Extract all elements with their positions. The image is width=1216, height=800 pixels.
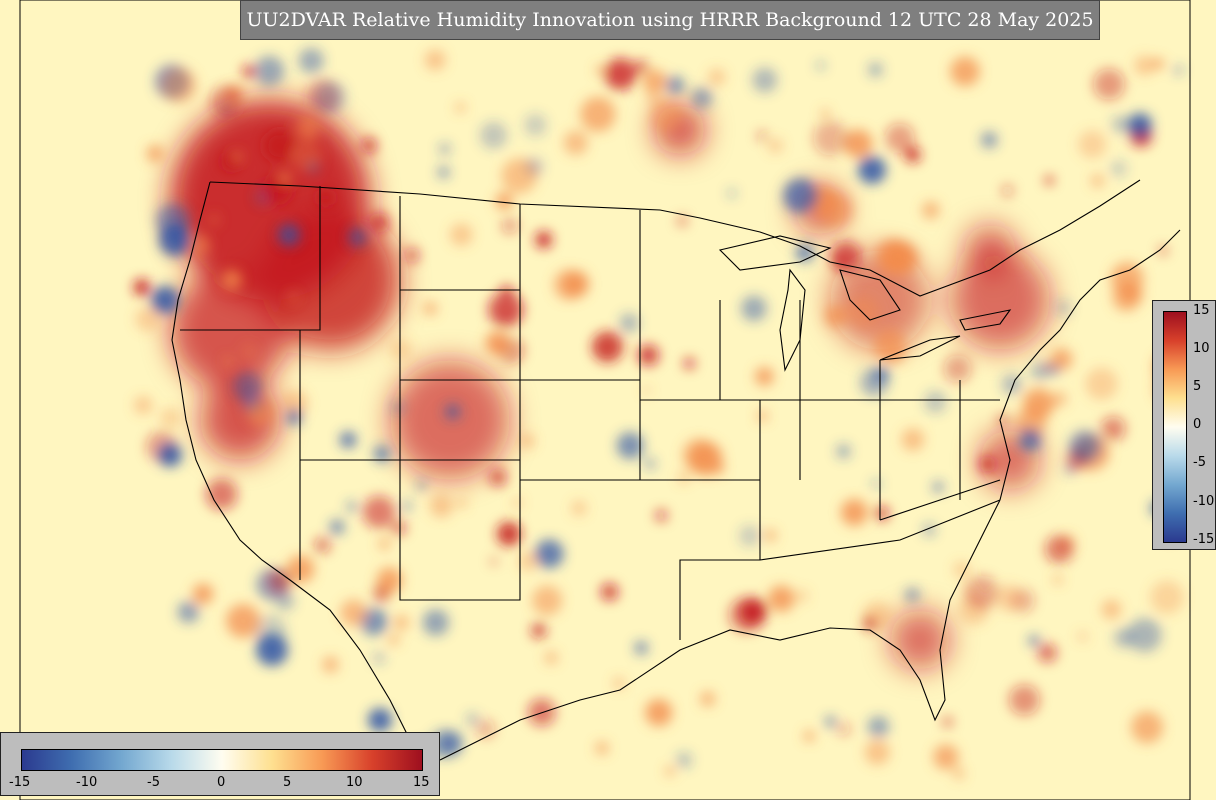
colorbar-tick: -10 <box>1193 494 1215 509</box>
colorbar-tick: -5 <box>147 775 160 790</box>
colorbar-vertical: 15 10 5 0 -5 -10 -15 <box>1152 300 1216 550</box>
colorbar-tick: -5 <box>1193 455 1206 470</box>
coastline-and-borders <box>171 179 1181 761</box>
map-title-text: UU2DVAR Relative Humidity Innovation usi… <box>246 9 1094 31</box>
lake-erie <box>879 335 961 361</box>
lake-ontario <box>959 309 1012 331</box>
colorbar-tick: 10 <box>346 775 363 790</box>
map-title: UU2DVAR Relative Humidity Innovation usi… <box>240 0 1100 40</box>
colorbar-tick: 0 <box>1193 417 1202 432</box>
lake-huron <box>839 269 901 321</box>
colorbar-vertical-strip <box>1163 311 1187 543</box>
colorbar-horizontal-strip <box>21 749 423 771</box>
us-canada-border <box>209 179 1141 297</box>
colorbar-tick: -10 <box>76 775 98 790</box>
colorbar-tick: -15 <box>9 775 31 790</box>
colorbar-tick: 0 <box>217 775 226 790</box>
state-lines <box>180 186 1001 640</box>
colorbar-tick: 5 <box>283 775 292 790</box>
colorbar-tick: -15 <box>1193 532 1215 547</box>
colorbar-tick: 5 <box>1193 379 1202 394</box>
colorbar-tick: 15 <box>1193 303 1210 318</box>
lake-superior <box>718 235 832 271</box>
west-coast <box>171 181 421 761</box>
colorbar-tick: 15 <box>413 775 430 790</box>
gulf-coast <box>439 499 1001 761</box>
colorbar-horizontal: -15 -10 -5 0 5 10 15 <box>0 732 440 796</box>
colorbar-tick: 10 <box>1193 341 1210 356</box>
east-coast <box>999 229 1181 501</box>
lake-michigan <box>779 268 806 372</box>
